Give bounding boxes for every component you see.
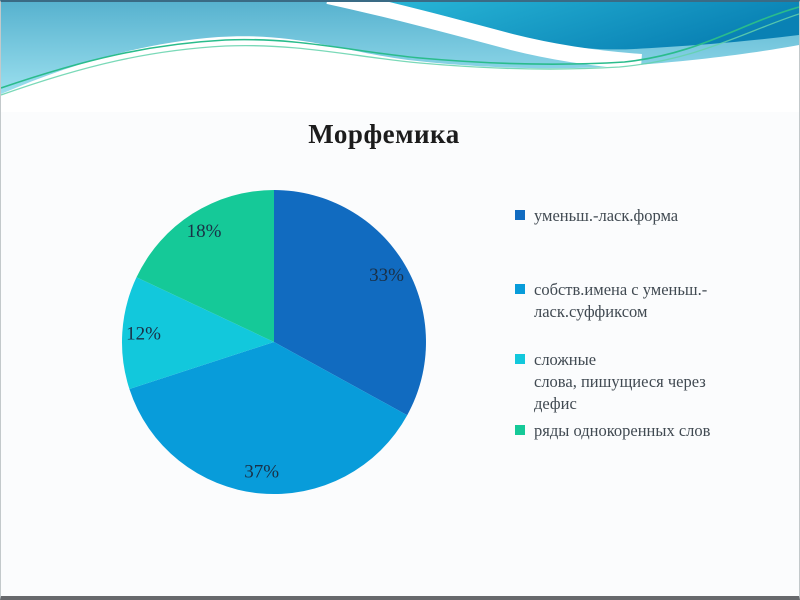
legend-item: ряды однокоренных слов: [515, 420, 710, 442]
legend-color-swatch: [515, 210, 525, 220]
teal-swoosh: [366, 2, 799, 50]
pie-slice-4: [136, 190, 274, 342]
header-wave-decoration: [1, 2, 799, 112]
legend-item-label: собств.имена с уменьш.- ласк.суффиксом: [534, 280, 708, 321]
pie-chart: 33% 37% 12% 18%: [121, 190, 426, 495]
legend-color-swatch: [515, 284, 525, 294]
legend-item-label: уменьш.-ласк.форма: [534, 206, 679, 225]
legend-color-swatch: [515, 425, 525, 435]
pie-slice-3: [121, 277, 275, 389]
chart-title: Морфемика: [308, 119, 460, 149]
white-swoosh-stripe: [326, 2, 642, 70]
pie-percent-label: 12%: [126, 323, 161, 344]
legend-item: уменьш.-ласк.форма: [515, 205, 678, 227]
pie-percent-label: 18%: [187, 221, 222, 242]
pie-slice-2: [129, 342, 408, 495]
green-accent-line-2: [1, 13, 799, 96]
legend-item: сложные слова, пишущиеся через дефис: [515, 349, 706, 415]
chart-legend: уменьш.-ласк.форма собств.имена с уменьш…: [515, 205, 799, 465]
white-wave: [1, 36, 799, 112]
legend-color-swatch: [515, 354, 525, 364]
legend-item-label: сложные слова, пишущиеся через дефис: [534, 350, 706, 413]
green-accent-line-1: [1, 6, 799, 89]
pie-percent-label: 33%: [369, 265, 404, 286]
legend-item-label: ряды однокоренных слов: [534, 421, 711, 440]
legend-item: собств.имена с уменьш.- ласк.суффиксом: [515, 279, 707, 323]
pie-percent-label: 37%: [244, 462, 279, 483]
pie-slice-1: [274, 190, 426, 416]
